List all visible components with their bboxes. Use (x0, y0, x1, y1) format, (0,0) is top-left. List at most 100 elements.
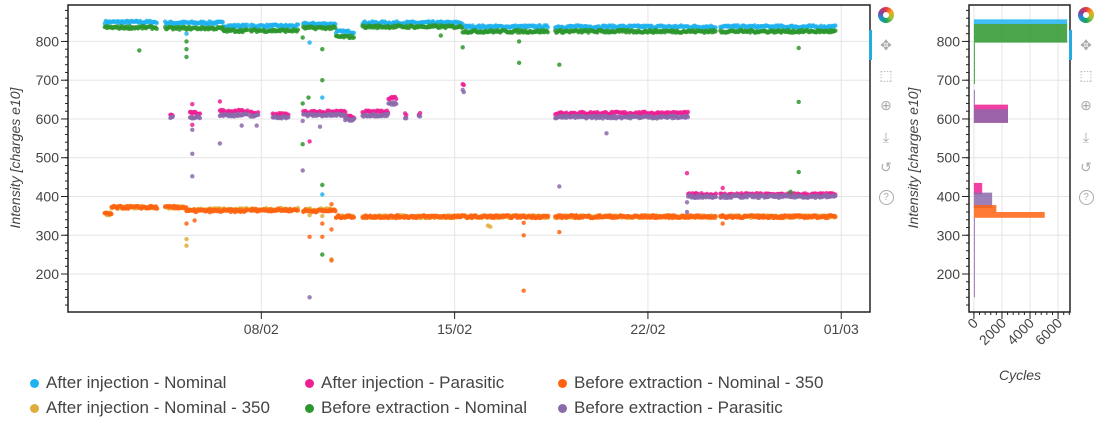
data-point (438, 33, 443, 38)
data-point (461, 89, 466, 95)
data-point (184, 221, 189, 226)
y-tick-label: 500 (937, 150, 961, 166)
legend-dot-icon (558, 403, 567, 413)
data-point (351, 116, 357, 121)
save-tool[interactable]: ⤓ (1074, 126, 1098, 148)
series-after_injection_nominal (102, 18, 838, 197)
help-tool[interactable]: ? (874, 186, 898, 208)
data-point (320, 192, 325, 197)
legend-item[interactable]: Before extraction - Parasitic (558, 398, 783, 418)
histogram-bar (973, 109, 1008, 123)
data-point (329, 202, 334, 207)
data-point (713, 194, 718, 200)
data-point (295, 22, 301, 27)
reset-tool[interactable]: ↺ (1074, 156, 1098, 178)
histogram-bar (973, 211, 1045, 218)
data-point (713, 213, 718, 219)
histogram-bar (973, 19, 1068, 24)
data-point (109, 211, 114, 217)
legend-item[interactable]: After injection - Parasitic (305, 373, 504, 393)
legend-dot-icon (305, 403, 314, 413)
data-point (516, 60, 522, 65)
data-point (244, 27, 250, 33)
y-tick-label: 700 (937, 72, 961, 88)
x-tick-label: 0 (964, 315, 981, 332)
pan-icon: ✥ (1080, 36, 1092, 53)
data-point (244, 22, 250, 27)
data-point (307, 295, 312, 300)
data-point (351, 215, 356, 220)
data-point (184, 243, 189, 248)
data-point (685, 114, 691, 120)
data-point (521, 220, 526, 225)
data-point (300, 101, 305, 106)
data-point (320, 47, 325, 52)
bokeh-logo-tool (874, 4, 898, 26)
help-icon: ? (878, 189, 894, 205)
legend-item[interactable]: Before extraction - Nominal - 350 (558, 373, 823, 393)
save-tool[interactable]: ⤓ (874, 126, 898, 148)
histogram-bar (973, 42, 975, 85)
data-point (192, 218, 197, 223)
wheel-zoom-tool[interactable]: ⊕ (1074, 94, 1098, 116)
data-point (184, 236, 189, 242)
legend-item[interactable]: After injection - Nominal - 350 (30, 398, 270, 418)
data-point (460, 45, 465, 50)
series-before_extraction_nominal_350 (102, 202, 838, 293)
data-point (557, 184, 562, 189)
data-point (295, 208, 301, 213)
legend-label: After injection - Nominal (46, 373, 227, 392)
data-point (833, 193, 838, 199)
data-point (137, 48, 142, 53)
box-zoom-tool[interactable]: ⬚ (1074, 64, 1098, 86)
data-point (320, 221, 325, 226)
series-after_injection_parasitic (168, 82, 838, 199)
legend-dot-icon (305, 378, 314, 388)
data-point (320, 252, 325, 257)
data-point (154, 26, 159, 31)
data-point (255, 112, 261, 118)
legend-item[interactable]: After injection - Nominal (30, 373, 226, 393)
data-point (307, 139, 312, 144)
legend-dot-icon (30, 403, 39, 413)
box-zoom-tool[interactable]: ⬚ (874, 64, 898, 86)
pan-tool[interactable]: ✥ (1074, 34, 1098, 56)
data-point (796, 45, 801, 51)
y-tick-label: 300 (937, 227, 961, 243)
data-point (286, 115, 291, 120)
data-point (190, 102, 195, 107)
data-point (685, 109, 691, 115)
y-tick-label: 200 (36, 266, 60, 282)
histogram-bar (973, 192, 993, 209)
reset-tool[interactable]: ↺ (874, 156, 898, 178)
legend-item[interactable]: Before extraction - Nominal (305, 398, 527, 418)
wheel-zoom-icon: ⊕ (1080, 96, 1092, 113)
data-point (184, 54, 189, 60)
series-before_extraction_parasitic (168, 87, 838, 300)
y-tick-label: 200 (937, 266, 961, 282)
data-point (190, 122, 195, 128)
data-point (170, 114, 175, 120)
legend-label: After injection - Nominal - 350 (46, 398, 270, 417)
help-tool[interactable]: ? (1074, 186, 1098, 208)
data-point (545, 213, 551, 218)
y-tick-label: 500 (36, 150, 60, 166)
pan-tool[interactable]: ✥ (874, 34, 898, 56)
data-point (545, 30, 550, 35)
data-point (307, 234, 312, 239)
data-point (300, 168, 305, 173)
data-point (720, 221, 725, 226)
plots-canvas: 200 300 400 500 600 700 800 08/02 15/02 22/02 01/0… (7, 4, 1071, 383)
data-point (184, 39, 189, 44)
legend-label: Before extraction - Parasitic (574, 398, 783, 417)
scatter-plot[interactable]: 200 300 400 500 600 700 800 08/02 15/02 22/02 01/0… (36, 4, 871, 337)
data-point (184, 47, 189, 52)
x-tick-label: 4000 (1004, 315, 1037, 348)
data-point (217, 99, 223, 104)
data-point (184, 31, 189, 36)
wheel-zoom-tool[interactable]: ⊕ (874, 94, 898, 116)
data-point (190, 127, 195, 132)
data-point (833, 23, 838, 28)
x-tick-label: 22/02 (630, 321, 665, 337)
